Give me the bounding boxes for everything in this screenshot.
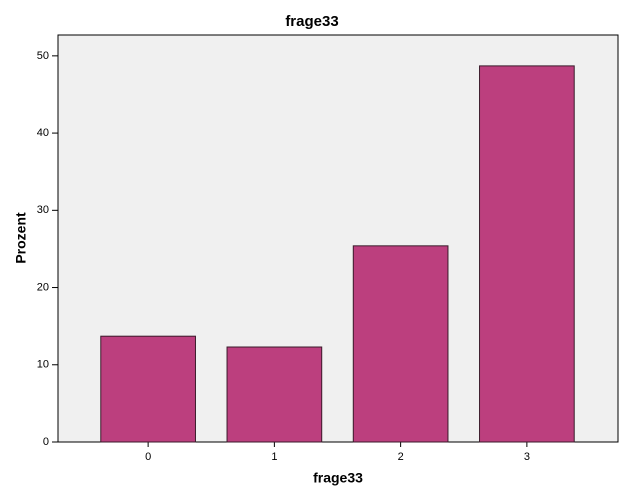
x-tick-label: 3: [524, 451, 530, 463]
bar: [226, 346, 323, 443]
y-tick-label: 30: [37, 204, 49, 216]
x-tick-label: 1: [271, 451, 277, 463]
y-tick-label: 50: [37, 50, 49, 62]
chart-title: frage33: [285, 13, 338, 30]
x-tick-label: 2: [398, 451, 404, 463]
y-tick-label: 40: [37, 127, 49, 139]
y-tick-label: 20: [37, 281, 49, 293]
x-tick-label: 0: [145, 451, 151, 463]
y-tick-label: 10: [37, 359, 49, 371]
bar: [352, 245, 449, 443]
y-axis-label: Prozent: [13, 212, 29, 264]
y-tick-label: 0: [43, 436, 49, 448]
x-axis-label: frage33: [313, 470, 363, 486]
bar: [479, 65, 575, 443]
bar: [100, 335, 196, 443]
